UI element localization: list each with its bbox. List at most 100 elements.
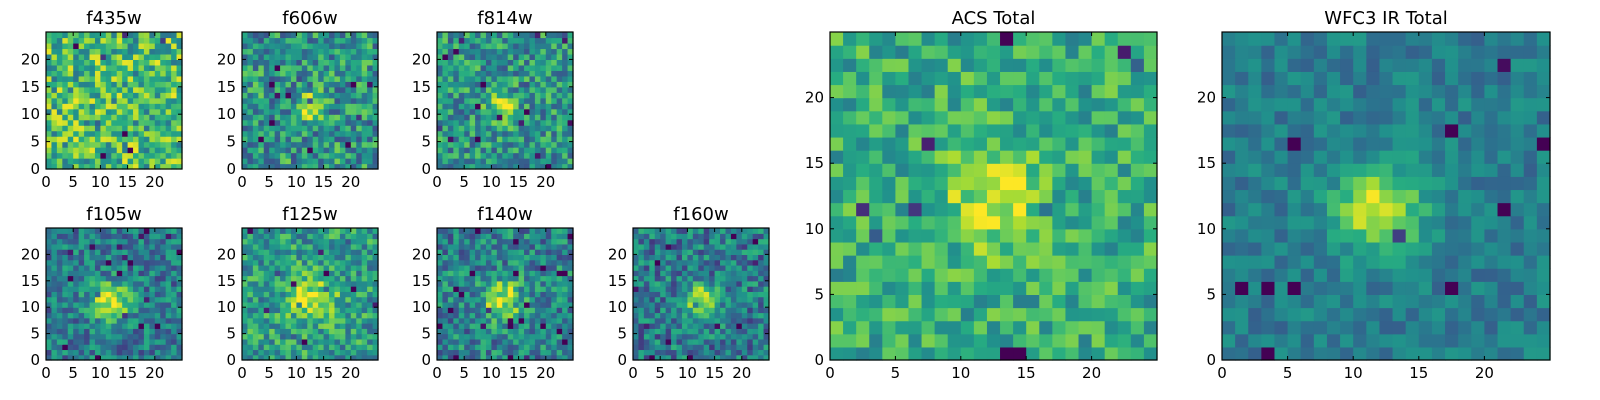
- heatmap-cell: [111, 344, 118, 351]
- heatmap-cell: [280, 64, 287, 71]
- heatmap-cell: [143, 64, 150, 71]
- heatmap-cell: [242, 307, 249, 314]
- heatmap-cell: [502, 233, 509, 240]
- heatmap-cell: [692, 243, 699, 250]
- heatmap-cell: [84, 280, 91, 287]
- heatmap-cell: [296, 344, 303, 351]
- heatmap-cell: [94, 238, 101, 245]
- heatmap-cell: [67, 249, 74, 255]
- heatmap-cell: [671, 243, 678, 250]
- heatmap-cell: [458, 301, 465, 308]
- heatmap-cell: [551, 70, 558, 77]
- heatmap-cell: [464, 296, 471, 303]
- heatmap-cell: [671, 333, 678, 340]
- heatmap-cell: [1000, 320, 1014, 335]
- heatmap-cell: [447, 338, 454, 345]
- heatmap-cell: [100, 64, 107, 71]
- heatmap-cell: [1039, 320, 1053, 335]
- heatmap-cell: [285, 338, 292, 345]
- heatmap-cell: [350, 233, 357, 240]
- heatmap-cell: [453, 59, 460, 66]
- heatmap-cell: [534, 163, 541, 170]
- heatmap-cell: [676, 338, 683, 345]
- heatmap-cell: [290, 238, 297, 245]
- heatmap-cell: [485, 259, 492, 266]
- x-tick-label: 15: [118, 173, 137, 191]
- heatmap-cell: [720, 354, 727, 361]
- heatmap-cell: [89, 275, 96, 282]
- heatmap-cell: [540, 275, 547, 282]
- heatmap-cell: [671, 259, 678, 266]
- heatmap-cell: [46, 141, 53, 148]
- heatmap-cell: [540, 233, 547, 240]
- heatmap-cell: [529, 158, 536, 165]
- heatmap-cell: [551, 333, 558, 340]
- heatmap-cell: [681, 349, 688, 356]
- heatmap-cell: [323, 75, 330, 82]
- heatmap-cell: [973, 346, 988, 361]
- heatmap-cell: [350, 92, 357, 99]
- heatmap-cell: [67, 70, 74, 77]
- heatmap-cell: [138, 32, 145, 39]
- heatmap-cell: [67, 317, 74, 324]
- heatmap-cell: [895, 281, 910, 295]
- heatmap-cell: [345, 280, 352, 287]
- heatmap-cell: [78, 238, 85, 245]
- heatmap-cell: [318, 301, 325, 308]
- heatmap-cell: [529, 286, 536, 292]
- heatmap-cell: [869, 294, 883, 309]
- heatmap-cell: [143, 97, 150, 104]
- heatmap-cell: [339, 136, 346, 143]
- heatmap-cell: [165, 354, 172, 361]
- heatmap-cell: [714, 259, 721, 266]
- heatmap-cell: [51, 354, 58, 361]
- heatmap-cell: [763, 354, 770, 361]
- heatmap-cell: [356, 307, 363, 314]
- heatmap-cell: [285, 97, 292, 104]
- heatmap-cell: [372, 48, 379, 55]
- heatmap-cell: [714, 280, 721, 287]
- heatmap-cell: [567, 97, 574, 104]
- heatmap-cell: [654, 301, 661, 308]
- heatmap-cell: [105, 70, 112, 77]
- heatmap-cell: [934, 294, 949, 309]
- heatmap-cell: [480, 92, 487, 99]
- heatmap-cell: [242, 108, 249, 115]
- heatmap-cell: [149, 275, 156, 282]
- heatmap-cell: [350, 249, 357, 255]
- heatmap-cell: [247, 333, 254, 340]
- heatmap-cell: [138, 259, 145, 266]
- heatmap-cell: [496, 286, 503, 292]
- heatmap-cell: [252, 328, 259, 335]
- heatmap-cell: [361, 317, 368, 324]
- heatmap-cell: [518, 97, 525, 104]
- heatmap-cell: [263, 312, 270, 319]
- heatmap-cell: [84, 64, 91, 71]
- heatmap-cell: [513, 238, 520, 245]
- heatmap-cell: [480, 81, 487, 88]
- heatmap-cell: [437, 32, 444, 39]
- heatmap-cell: [67, 291, 74, 298]
- heatmap-cell: [51, 163, 58, 170]
- heatmap-cell: [111, 333, 118, 340]
- heatmap-cell: [524, 147, 531, 154]
- heatmap-cell: [485, 249, 492, 255]
- heatmap-cell: [960, 255, 975, 269]
- heatmap-cell: [307, 328, 314, 335]
- heatmap-cell: [1052, 215, 1067, 230]
- heatmap-cell: [752, 344, 759, 351]
- y-tick-label: 0: [226, 160, 236, 178]
- heatmap-cell: [62, 307, 69, 314]
- heatmap-cell: [485, 275, 492, 282]
- heatmap-cell: [176, 338, 183, 345]
- heatmap-cell: [100, 307, 107, 314]
- heatmap-cell: [263, 238, 270, 245]
- heatmap-cell: [367, 70, 374, 77]
- heatmap-cell: [464, 254, 471, 261]
- heatmap-cell: [318, 228, 325, 234]
- heatmap-cell: [318, 270, 325, 277]
- heatmap-cell: [46, 312, 53, 319]
- heatmap-cell: [545, 301, 552, 308]
- heatmap-cell: [567, 37, 574, 44]
